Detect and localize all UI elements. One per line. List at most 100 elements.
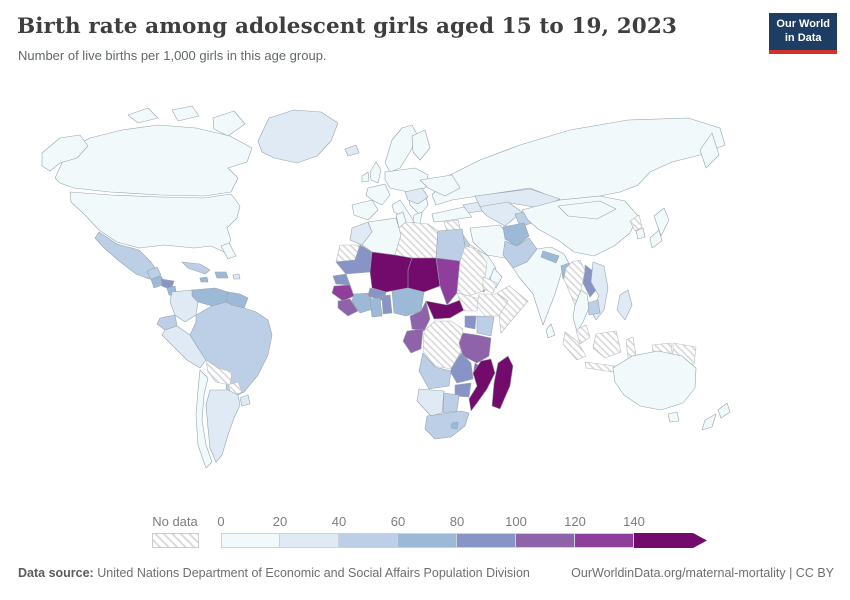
country-zimbabwe[interactable] bbox=[454, 382, 472, 398]
country-madagascar[interactable] bbox=[491, 355, 514, 410]
page-title: Birth rate among adolescent girls aged 1… bbox=[17, 14, 677, 39]
country-gabon-congo[interactable] bbox=[402, 328, 424, 354]
country-uruguay[interactable] bbox=[239, 394, 251, 407]
country-somalia[interactable] bbox=[496, 285, 529, 334]
legend-bin-40-60[interactable] bbox=[339, 533, 398, 548]
country-turkey[interactable] bbox=[431, 206, 473, 223]
country-cameroon[interactable] bbox=[409, 300, 431, 332]
country-australia[interactable] bbox=[667, 411, 680, 423]
country-france[interactable] bbox=[365, 183, 391, 206]
country-indonesia[interactable] bbox=[584, 361, 616, 373]
legend-bin-120-140[interactable] bbox=[575, 533, 634, 548]
country-nepal[interactable] bbox=[540, 250, 560, 264]
country-iceland[interactable] bbox=[344, 144, 360, 157]
legend-tick-40: 40 bbox=[331, 514, 347, 529]
country-new-zealand[interactable] bbox=[701, 413, 717, 431]
country-brazil[interactable] bbox=[189, 301, 273, 399]
country-philippines[interactable] bbox=[616, 289, 633, 321]
country-usa[interactable] bbox=[69, 191, 241, 253]
country-japan[interactable] bbox=[653, 207, 670, 237]
legend-tick-20: 20 bbox=[272, 514, 288, 529]
country-usa[interactable] bbox=[41, 134, 89, 172]
country-lesotho[interactable] bbox=[450, 421, 459, 430]
country-cote-divoire[interactable] bbox=[351, 292, 374, 314]
country-niger[interactable] bbox=[407, 257, 441, 293]
country-north-korea[interactable] bbox=[629, 214, 643, 232]
legend-bin-20-40[interactable] bbox=[280, 533, 339, 548]
country-malaysia[interactable] bbox=[575, 324, 591, 345]
country-uzbekistan-turkmenistan[interactable] bbox=[477, 201, 523, 227]
country-mongolia[interactable] bbox=[557, 200, 617, 220]
legend-bin-140+[interactable] bbox=[634, 533, 707, 548]
country-iberia[interactable] bbox=[351, 199, 379, 221]
country-indonesia[interactable] bbox=[592, 330, 622, 359]
country-mozambique[interactable] bbox=[468, 358, 496, 412]
country-canada[interactable] bbox=[127, 107, 159, 124]
country-peru[interactable] bbox=[161, 325, 207, 369]
country-angola[interactable] bbox=[418, 352, 452, 390]
country-canada[interactable] bbox=[171, 105, 200, 122]
legend-bin-60-80[interactable] bbox=[398, 533, 457, 548]
country-canada[interactable] bbox=[212, 110, 246, 137]
footer-right: OurWorldinData.org/maternal-mortality | … bbox=[571, 566, 834, 580]
country-south-sudan[interactable] bbox=[456, 292, 480, 312]
country-finland[interactable] bbox=[411, 129, 431, 161]
world-map[interactable] bbox=[0, 90, 850, 510]
country-kenya[interactable] bbox=[476, 315, 495, 337]
country-greece[interactable] bbox=[412, 211, 423, 225]
legend-bin-100-120[interactable] bbox=[516, 533, 575, 548]
country-botswana[interactable] bbox=[442, 392, 460, 414]
country-eritrea-djibouti[interactable] bbox=[482, 276, 498, 294]
country-mexico[interactable] bbox=[94, 231, 158, 280]
country-ghana[interactable] bbox=[369, 297, 383, 318]
country-jamaica[interactable] bbox=[199, 276, 209, 283]
country-puerto-rico[interactable] bbox=[232, 273, 241, 280]
legend-bin-80-100[interactable] bbox=[457, 533, 516, 548]
country-zambia[interactable] bbox=[450, 352, 474, 384]
country-chad[interactable] bbox=[435, 257, 461, 306]
country-greenland[interactable] bbox=[257, 109, 339, 164]
country-uk[interactable] bbox=[369, 161, 382, 184]
country-mali[interactable] bbox=[369, 251, 413, 293]
country-togo-benin[interactable] bbox=[381, 294, 393, 315]
country-ireland[interactable] bbox=[361, 171, 370, 183]
legend-tick-100: 100 bbox=[505, 514, 527, 529]
country-chile[interactable] bbox=[195, 369, 213, 469]
country-hispaniola[interactable] bbox=[214, 271, 229, 279]
country-romania-bulgaria[interactable] bbox=[404, 187, 429, 205]
country-usa[interactable] bbox=[220, 242, 237, 260]
country-russia[interactable] bbox=[699, 132, 720, 169]
country-ukraine[interactable] bbox=[419, 174, 461, 197]
country-sri-lanka[interactable] bbox=[545, 323, 556, 339]
country-sierra-leone-liberia[interactable] bbox=[337, 298, 359, 317]
country-south-korea[interactable] bbox=[635, 227, 646, 240]
owid-link[interactable]: OurWorldinData.org/maternal-mortality bbox=[571, 566, 786, 580]
legend-bin-0-20[interactable] bbox=[221, 533, 280, 548]
no-data-swatch[interactable] bbox=[152, 533, 199, 548]
country-russia[interactable] bbox=[431, 117, 726, 206]
country-thailand[interactable] bbox=[572, 289, 590, 333]
license-label[interactable]: CC BY bbox=[795, 566, 834, 580]
country-cambodia[interactable] bbox=[587, 299, 601, 316]
country-guinea[interactable] bbox=[331, 284, 355, 302]
country-australia[interactable] bbox=[612, 350, 697, 411]
country-drc[interactable] bbox=[422, 320, 464, 370]
country-uganda[interactable] bbox=[464, 315, 477, 330]
owid-logo[interactable]: Our World in Data bbox=[769, 13, 837, 54]
country-egypt[interactable] bbox=[435, 228, 466, 262]
country-south-africa[interactable] bbox=[424, 410, 470, 440]
country-new-zealand[interactable] bbox=[717, 402, 731, 419]
country-canada[interactable] bbox=[54, 124, 253, 197]
country-libya[interactable] bbox=[394, 221, 439, 259]
country-tanzania[interactable] bbox=[458, 332, 492, 364]
country-argentina[interactable] bbox=[205, 389, 241, 463]
country-cuba[interactable] bbox=[181, 261, 211, 275]
country-senegal[interactable] bbox=[332, 273, 351, 286]
owid-logo-line2: in Data bbox=[784, 31, 822, 44]
country-indonesia[interactable] bbox=[562, 331, 587, 361]
country-japan[interactable] bbox=[649, 229, 663, 249]
country-indonesia[interactable] bbox=[625, 336, 637, 359]
country-central-african-republic[interactable] bbox=[425, 299, 465, 320]
country-namibia[interactable] bbox=[416, 388, 445, 417]
country-afghanistan[interactable] bbox=[502, 222, 530, 247]
